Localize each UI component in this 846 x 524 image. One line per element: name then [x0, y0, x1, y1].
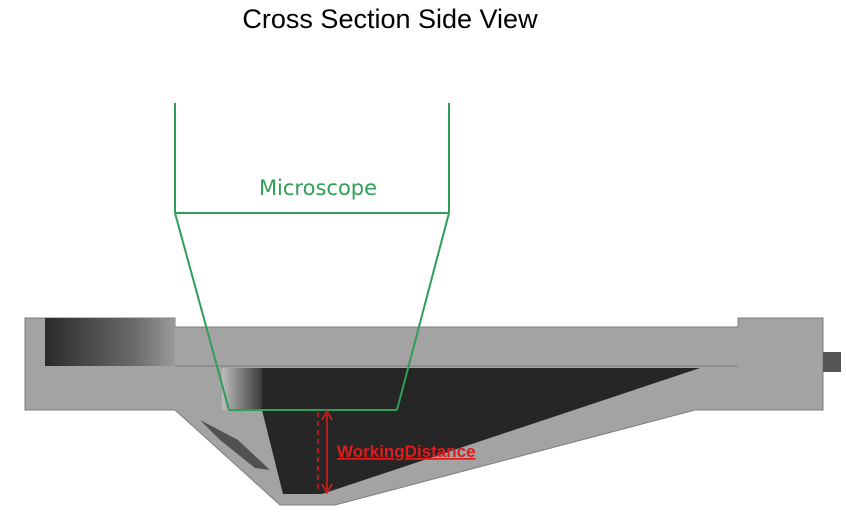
working-distance-arrow-top	[321, 409, 333, 421]
left-recess	[45, 318, 175, 366]
working-distance-arrow-bottom	[321, 483, 333, 495]
microscope-outline	[174, 103, 450, 411]
microscope-label: Microscope	[259, 176, 377, 200]
working-distance-label: WorkingDistance	[337, 442, 476, 461]
right-connector-stub	[823, 352, 841, 372]
sample-cavity	[222, 368, 700, 494]
housing-underside-shadow	[200, 420, 270, 470]
cavity-corner-highlight	[222, 368, 262, 410]
diagram-title: Cross Section Side View	[242, 4, 538, 34]
